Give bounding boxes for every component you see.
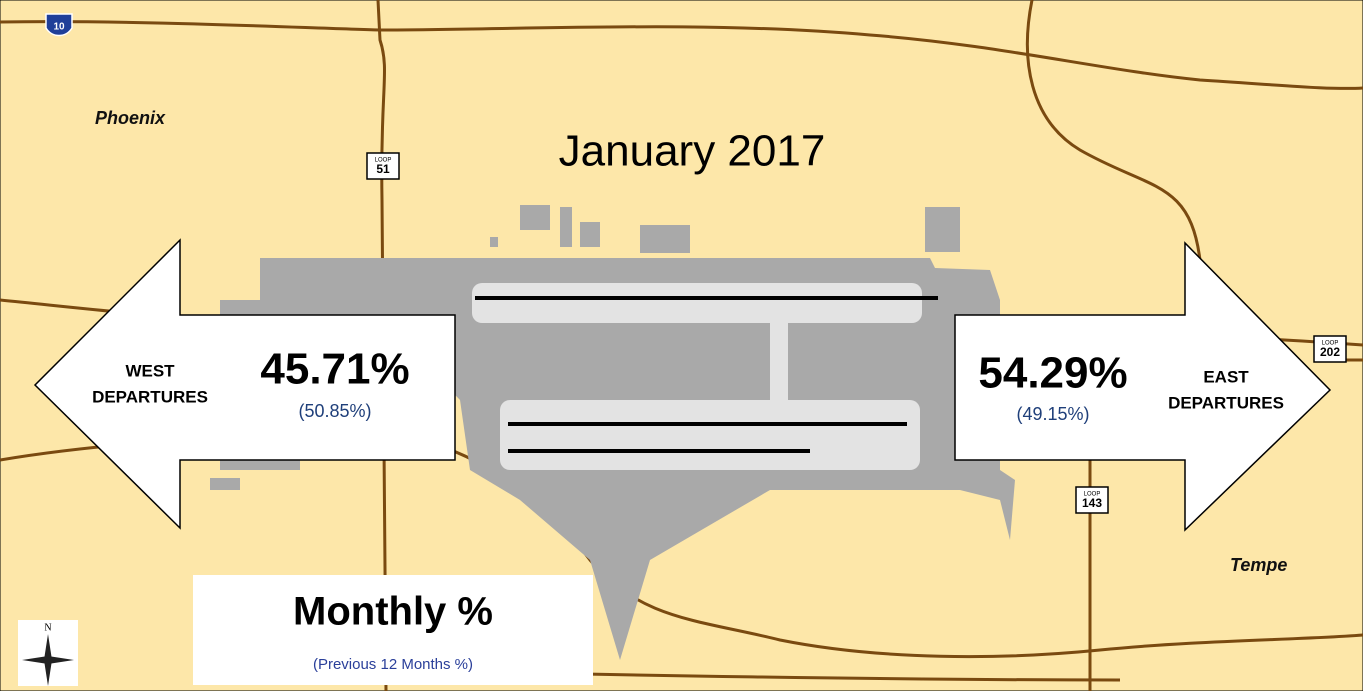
west-label: DEPARTURES (92, 387, 208, 406)
east-label: EAST (1203, 367, 1249, 386)
legend-box (193, 575, 593, 685)
east-label: DEPARTURES (1168, 393, 1284, 412)
shield-number: 202 (1320, 345, 1340, 359)
shield-51: LOOP 51 (366, 152, 400, 180)
east-arrow (954, 241, 1332, 532)
west-monthly: 45.71% (260, 345, 409, 394)
place-label: Phoenix (95, 108, 166, 128)
shield-top: LOOP (1322, 341, 1339, 347)
compass: N (18, 620, 78, 686)
shield-202: LOOP 202 (1313, 335, 1347, 363)
place-label: Tempe (1230, 555, 1287, 575)
shield-number: 10 (53, 22, 65, 33)
shield-top: LOOP (1084, 492, 1101, 498)
shield-top: LOOP (375, 158, 392, 164)
runways (475, 296, 938, 453)
shield-number: 51 (376, 162, 390, 176)
west-arrow (33, 238, 456, 530)
legend-title: Monthly % (293, 590, 493, 634)
legend-subtitle: (Previous 12 Months %) (313, 656, 473, 673)
shield-10: 10 (45, 13, 73, 37)
east-previous: (49.15%) (1016, 404, 1089, 424)
shield-143: LOOP 143 (1075, 486, 1109, 514)
shield-number: 143 (1082, 496, 1102, 510)
west-label: WEST (125, 361, 175, 380)
east-monthly: 54.29% (978, 349, 1127, 398)
title: January 2017 (559, 127, 826, 176)
compass-label: N (44, 622, 51, 633)
west-previous: (50.85%) (298, 401, 371, 421)
